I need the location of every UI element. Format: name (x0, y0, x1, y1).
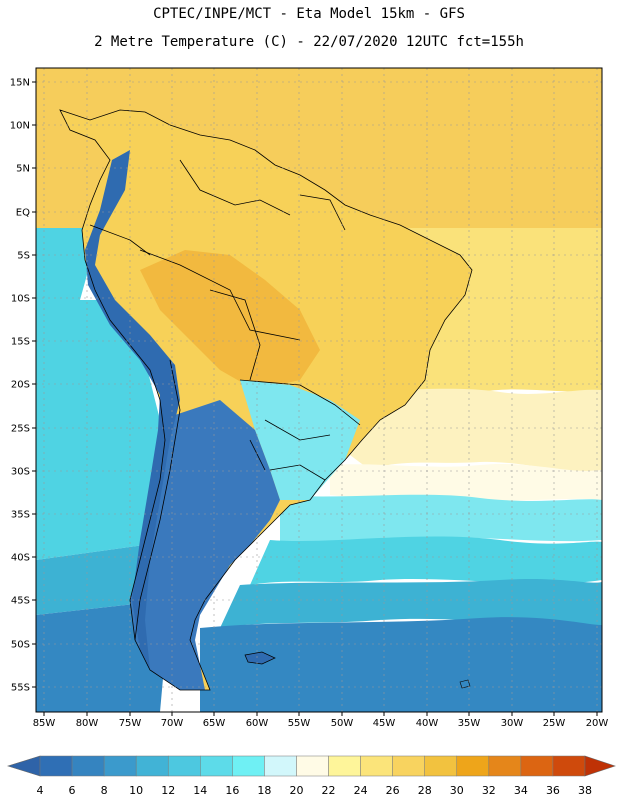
lat-label: 5S (17, 251, 30, 262)
lat-label: 55S (11, 683, 30, 694)
colorbar-label: 38 (578, 784, 592, 797)
lat-label: 45S (11, 596, 30, 607)
lon-label: 50W (331, 718, 354, 729)
colorbar-swatch (264, 755, 297, 777)
lat-label: EQ (16, 208, 30, 219)
colorbar-label: 34 (514, 784, 528, 797)
colorbar-right-arrow (584, 755, 616, 777)
colorbar-swatch (424, 755, 458, 777)
temperature-map (36, 68, 602, 712)
colorbar-swatch (296, 755, 329, 777)
colorbar-swatch (328, 755, 361, 777)
colorbar-label: 22 (322, 784, 336, 797)
colorbar-label: 18 (257, 784, 271, 797)
colorbar-label: 24 (354, 784, 368, 797)
colorbar-label: 14 (193, 784, 207, 797)
colorbar-swatch (135, 755, 169, 777)
title-line-2: 2 Metre Temperature (C) - 22/07/2020 12U… (94, 34, 524, 50)
lat-label: 20S (11, 380, 30, 391)
colorbar-labels: 4 6 8 10 12 14 16 18 20 22 24 26 28 30 32 34 36 38 (37, 784, 593, 797)
lat-label: 25S (11, 424, 30, 435)
ocean-band-cool (280, 494, 602, 545)
map-frame (35, 67, 603, 713)
colorbar-label: 16 (225, 784, 239, 797)
lon-label: 65W (203, 718, 226, 729)
lon-label: 85W (33, 718, 56, 729)
colorbar-swatch (200, 755, 233, 777)
land-patagonia-cold (130, 400, 280, 690)
map-grid (36, 68, 602, 712)
ocean-band-cyan (36, 228, 602, 585)
lat-label: 15N (10, 78, 30, 89)
lon-label: 35W (458, 718, 481, 729)
lon-label: 75W (119, 718, 142, 729)
colorbar-swatch (232, 755, 265, 777)
colorbar-label: 10 (129, 784, 143, 797)
south-georgia (459, 679, 471, 689)
colorbar-swatch (39, 755, 73, 777)
lat-label: 30S (11, 467, 30, 478)
latitude-labels: 15N 10N 5N EQ 5S 10S 15S 20S 25S 30S 35S 40S 45S 50S 5… (10, 78, 36, 694)
land-hot-interior (140, 250, 320, 390)
lon-label: 25W (543, 718, 566, 729)
colorbar-label: 26 (386, 784, 400, 797)
colorbar-label: 8 (101, 784, 108, 797)
colorbar-swatch (552, 755, 586, 777)
ocean-band-yellow (300, 228, 602, 400)
colorbar-label: 36 (546, 784, 560, 797)
colorbar-label: 12 (161, 784, 175, 797)
colorbar-swatch (71, 755, 105, 777)
lon-label: 55W (288, 718, 311, 729)
ocean-band-cream (330, 463, 602, 501)
lat-label: 50S (11, 640, 30, 651)
lon-label: 80W (76, 718, 99, 729)
longitude-labels: 85W 80W 75W 70W 65W 60W 55W 50W 45W 40W 35W 30W 25W 2… (33, 712, 609, 729)
colorbar-label: 4 (37, 784, 44, 797)
title-line-1: CPTEC/INPE/MCT - Eta Model 15km - GFS (153, 6, 465, 22)
lat-label: 35S (11, 510, 30, 521)
lon-label: 30W (501, 718, 524, 729)
colorbar-swatch (488, 755, 522, 777)
colorbar (6, 755, 616, 777)
lat-label: 10N (10, 121, 30, 132)
colorbar-label: 6 (69, 784, 76, 797)
colorbar-swatch (456, 755, 490, 777)
lon-label: 20W (586, 718, 609, 729)
lat-label: 40S (11, 553, 30, 564)
lat-label: 10S (11, 294, 30, 305)
lon-label: 40W (416, 718, 439, 729)
lon-label: 70W (161, 718, 184, 729)
lon-label: 45W (373, 718, 396, 729)
colorbar-label: 28 (418, 784, 432, 797)
colorbar-label: 20 (289, 784, 303, 797)
colorbar-swatch (392, 755, 425, 777)
ocean-band-mid-blue (36, 540, 602, 628)
lat-label: 15S (11, 337, 30, 348)
colorbar-left-arrow (6, 755, 41, 777)
colorbar-swatch (167, 755, 201, 777)
colorbar-label: 32 (482, 784, 496, 797)
lon-label: 60W (246, 718, 269, 729)
falkland-islands (244, 651, 276, 665)
colorbar-swatch (520, 755, 554, 777)
colorbar-label: 30 (450, 784, 464, 797)
lat-label: 5N (16, 164, 30, 175)
colorbar-swatch (360, 755, 393, 777)
colorbar-swatch (103, 755, 137, 777)
